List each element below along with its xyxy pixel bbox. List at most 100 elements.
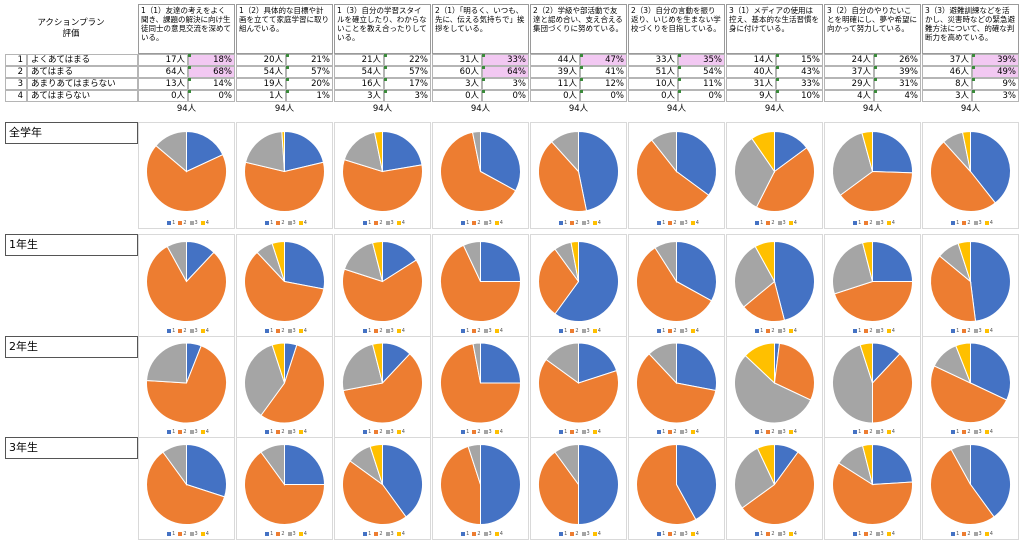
pie-chart: 1 2 3 4 [922, 336, 1019, 438]
cell-marker [286, 54, 289, 57]
cell-marker [776, 54, 779, 57]
legend-label: 3 [684, 531, 688, 537]
pie-slice-2 [636, 247, 713, 322]
pie-svg [440, 443, 521, 526]
percent-cell: 39% [874, 66, 921, 78]
pie-slice-2 [930, 141, 996, 212]
pie-slice-1 [554, 240, 619, 322]
cell-marker [482, 54, 485, 57]
cell-marker [384, 66, 387, 69]
legend-swatch [472, 531, 477, 536]
cell-marker [188, 90, 191, 93]
pie-slice-1 [480, 443, 521, 526]
pie-chart: 1 2 3 4 [922, 122, 1019, 229]
pie-slice-1 [970, 342, 1011, 401]
pie-slice-2 [929, 448, 995, 526]
legend-label: 4 [303, 531, 307, 537]
chart-legend: 1 2 3 4 [335, 328, 430, 334]
pie-slice-2 [832, 462, 913, 525]
count-cell: 60人 [432, 66, 482, 78]
percent-cell: 11% [678, 78, 725, 90]
legend-swatch [973, 531, 978, 536]
legend-label: 2 [869, 328, 873, 334]
legend-label: 3 [194, 328, 198, 334]
legend-label: 1 [956, 220, 960, 226]
legend-swatch [755, 429, 760, 434]
legend-swatch [559, 328, 564, 333]
percent-cell: 10% [776, 90, 823, 102]
legend-label: 2 [477, 429, 481, 435]
pie-slice-2 [773, 342, 815, 401]
legend-label: 1 [270, 220, 274, 226]
pie-svg [733, 342, 815, 424]
legend-label: 3 [782, 220, 786, 226]
pie-slice-3 [462, 240, 481, 282]
pie-chart: 1 2 3 4 [530, 234, 627, 337]
legend-swatch [570, 220, 575, 225]
pie-chart: 1 2 3 4 [334, 437, 431, 540]
cell-marker [678, 90, 681, 93]
legend-swatch [679, 531, 684, 536]
cell-marker [874, 78, 877, 81]
pie-slice-1 [186, 443, 227, 498]
pie-slice-3 [734, 245, 776, 308]
legend-label: 4 [303, 429, 307, 435]
legend-swatch [374, 328, 379, 333]
count-cell: 3人 [922, 90, 972, 102]
legend-swatch [287, 429, 292, 434]
legend-label: 2 [281, 429, 285, 435]
total-cell: 94人 [764, 104, 785, 114]
pie-svg [440, 240, 522, 322]
count-cell: 39人 [530, 66, 580, 78]
legend-label: 4 [695, 429, 699, 435]
pie-chart: 1 2 3 4 [236, 234, 333, 337]
count-cell: 11人 [530, 78, 580, 90]
legend-swatch [755, 220, 760, 225]
pie-svg [832, 240, 914, 322]
pie-slice-4 [570, 240, 579, 282]
legend-label: 1 [858, 429, 862, 435]
legend-label: 3 [684, 328, 688, 334]
pie-svg [734, 443, 815, 525]
pie-slice-3 [733, 354, 812, 424]
count-cell: 17人 [138, 54, 188, 66]
count-cell: 0人 [530, 90, 580, 102]
legend-label: 1 [172, 531, 176, 537]
cell-marker [972, 78, 975, 81]
question-header-3: 1（3）自分の学習スタイルを確立したり、わからないことを教え合ったりしている。 [334, 4, 431, 54]
pie-slice-3 [654, 240, 677, 284]
legend-label: 4 [499, 429, 503, 435]
legend-swatch [755, 531, 760, 536]
pie-slice-2 [538, 451, 579, 526]
legend-swatch [788, 220, 793, 225]
legend-label: 3 [390, 531, 394, 537]
legend-swatch [886, 328, 891, 333]
legend-label: 3 [194, 220, 198, 226]
chart-legend: 1 2 3 4 [237, 531, 332, 537]
legend-label: 3 [292, 531, 296, 537]
count-cell: 64人 [138, 66, 188, 78]
pie-svg [440, 130, 521, 212]
legend-swatch [298, 220, 303, 225]
percent-cell: 41% [580, 66, 627, 78]
legend-swatch [559, 429, 564, 434]
legend-label: 4 [205, 328, 209, 334]
pie-slice-2 [742, 280, 786, 322]
cell-marker [384, 54, 387, 57]
legend-label: 1 [760, 328, 764, 334]
pie-svg [636, 240, 717, 322]
grade-label: 1年生 [5, 234, 138, 256]
legend-swatch [679, 220, 684, 225]
question-header-2: 1（2）具体的な目標や計画を立てて家庭学習に取り組んでいる。 [236, 4, 333, 54]
pie-svg [930, 342, 1011, 423]
legend-swatch [766, 328, 771, 333]
legend-label: 2 [281, 220, 285, 226]
legend-label: 1 [760, 531, 764, 537]
legend-swatch [298, 429, 303, 434]
pie-chart: 1 2 3 4 [334, 234, 431, 337]
percent-cell: 0% [188, 90, 235, 102]
percent-cell: 21% [286, 54, 333, 66]
legend-label: 4 [205, 429, 209, 435]
question-header-1: 1（1）友達の考えをよく聞き、課題の解決に向け生徒同士の意見交流を深めている。 [138, 4, 235, 54]
chart-legend: 1 2 3 4 [923, 429, 1018, 435]
